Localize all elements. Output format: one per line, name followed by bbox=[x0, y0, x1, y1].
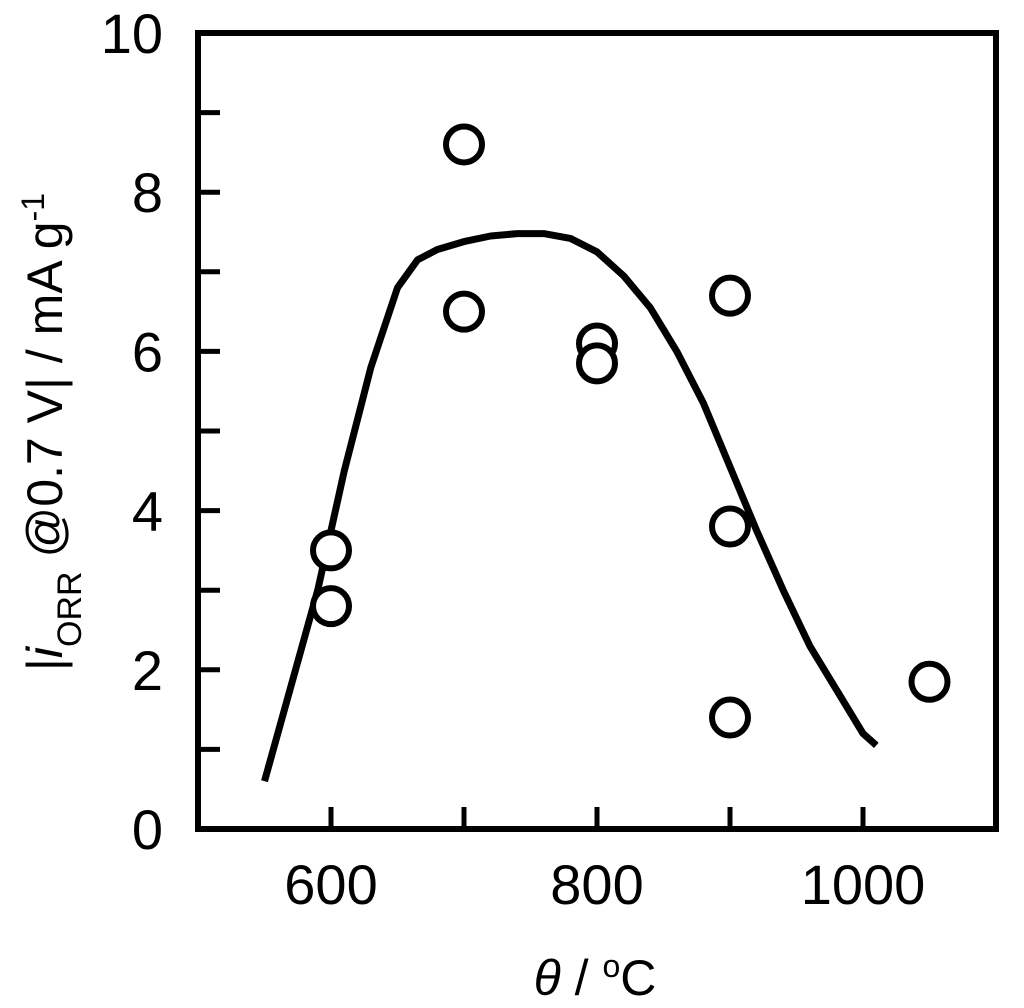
x-tick-label: 1000 bbox=[801, 853, 926, 916]
axis-ticks bbox=[198, 30, 866, 832]
plot-area bbox=[195, 30, 999, 832]
x-tick-label: 600 bbox=[284, 853, 377, 916]
x-axis-unit-sup: o bbox=[602, 948, 620, 984]
x-axis-separator: / bbox=[561, 950, 603, 1006]
x-axis-symbol: θ bbox=[534, 950, 561, 1006]
data-point bbox=[908, 660, 951, 703]
y-axis-symbol: i bbox=[17, 645, 73, 658]
data-point bbox=[443, 123, 485, 166]
y-axis-prefix: | bbox=[17, 658, 73, 671]
data-point bbox=[576, 342, 618, 385]
x-axis-label: θ / oC bbox=[534, 948, 657, 1006]
y-tick-label: 0 bbox=[132, 798, 163, 861]
y-tick-label: 4 bbox=[132, 480, 163, 543]
data-point bbox=[709, 505, 751, 548]
plot-frame bbox=[195, 30, 999, 832]
data-point bbox=[310, 585, 352, 628]
tick-labels: 0 2 4 6 8 10 600 800 1000 bbox=[101, 2, 926, 916]
x-tick-label: 800 bbox=[550, 853, 643, 916]
y-axis-subscript: ORR bbox=[51, 571, 89, 647]
data-point bbox=[310, 529, 352, 572]
y-axis-superscript: -1 bbox=[15, 193, 51, 221]
y-tick-label: 2 bbox=[132, 639, 163, 702]
y-axis-middle: @0.7 V| / mA g bbox=[17, 221, 73, 571]
data-point bbox=[709, 696, 751, 739]
y-tick-label: 8 bbox=[132, 161, 163, 224]
y-axis-label: |iORR @0.7 V| / mA g-1 bbox=[15, 193, 89, 671]
data-point bbox=[443, 290, 485, 333]
trend-line bbox=[261, 230, 879, 783]
x-axis-unit: C bbox=[620, 950, 656, 1006]
y-tick-label: 6 bbox=[132, 320, 163, 383]
y-tick-label: 10 bbox=[101, 2, 163, 65]
data-point bbox=[709, 274, 751, 317]
